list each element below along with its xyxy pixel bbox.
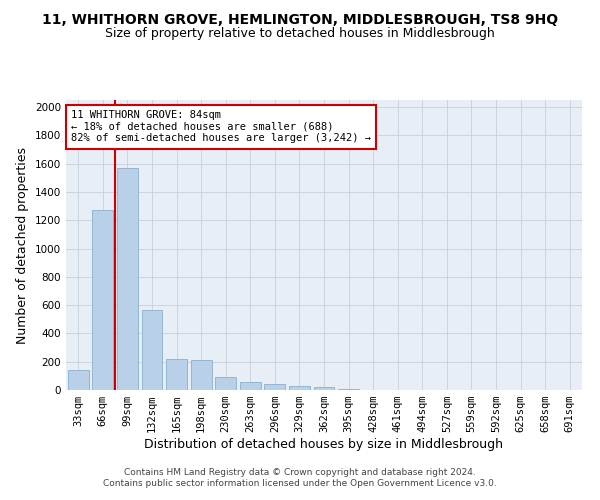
Bar — [142, 310, 163, 390]
Bar — [289, 386, 310, 390]
Bar — [191, 360, 212, 390]
Bar — [240, 382, 261, 390]
Bar — [314, 387, 334, 390]
Bar — [117, 168, 138, 390]
Bar — [338, 388, 359, 390]
Bar — [68, 370, 89, 390]
Y-axis label: Number of detached properties: Number of detached properties — [16, 146, 29, 344]
Bar — [166, 359, 187, 390]
Bar — [92, 210, 113, 390]
Text: 11 WHITHORN GROVE: 84sqm
← 18% of detached houses are smaller (688)
82% of semi-: 11 WHITHORN GROVE: 84sqm ← 18% of detach… — [71, 110, 371, 144]
Bar — [215, 376, 236, 390]
Text: Size of property relative to detached houses in Middlesbrough: Size of property relative to detached ho… — [105, 28, 495, 40]
X-axis label: Distribution of detached houses by size in Middlesbrough: Distribution of detached houses by size … — [145, 438, 503, 451]
Text: 11, WHITHORN GROVE, HEMLINGTON, MIDDLESBROUGH, TS8 9HQ: 11, WHITHORN GROVE, HEMLINGTON, MIDDLESB… — [42, 12, 558, 26]
Bar — [265, 384, 286, 390]
Text: Contains HM Land Registry data © Crown copyright and database right 2024.
Contai: Contains HM Land Registry data © Crown c… — [103, 468, 497, 487]
